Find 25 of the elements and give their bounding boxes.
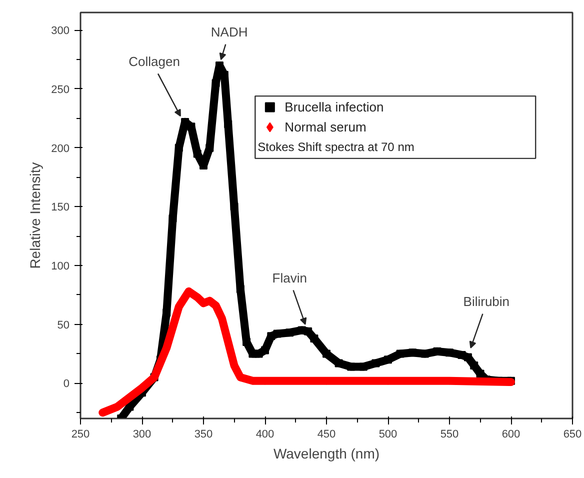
x-tick-label: 300 <box>132 428 152 440</box>
annotation: NADH <box>210 24 248 40</box>
x-axis-title: Wavelength (nm) <box>273 446 380 462</box>
x-tick-label: 450 <box>317 428 336 440</box>
x-tick-label: 600 <box>502 428 520 440</box>
y-tick-label: 100 <box>51 260 70 273</box>
y-tick-label: 300 <box>51 25 70 38</box>
y-tick-label: 150 <box>51 202 70 214</box>
y-tick-label: 0 <box>63 378 70 390</box>
y-tick-label: 250 <box>51 84 70 96</box>
legend-label: Brucella infection <box>284 100 384 115</box>
x-tick-label: 400 <box>256 428 274 440</box>
x-tick-label: 550 <box>440 428 459 440</box>
legend-label: Normal serum <box>284 120 366 135</box>
y-tick-label: 50 <box>57 319 70 332</box>
x-tick-label: 250 <box>71 428 90 440</box>
y-tick-label: 200 <box>51 142 70 155</box>
legend-title: Stokes Shift spectra at 70 nm <box>258 140 414 154</box>
annotation: Bilirubin <box>463 294 510 310</box>
x-tick-label: 500 <box>378 428 398 440</box>
x-tick-label: 350 <box>194 428 213 440</box>
annotation: Flavin <box>272 270 307 286</box>
x-tick-label: 650 <box>563 428 582 440</box>
annotation: Collagen <box>128 54 180 69</box>
y-axis-title: Relative Intensity <box>27 162 44 269</box>
